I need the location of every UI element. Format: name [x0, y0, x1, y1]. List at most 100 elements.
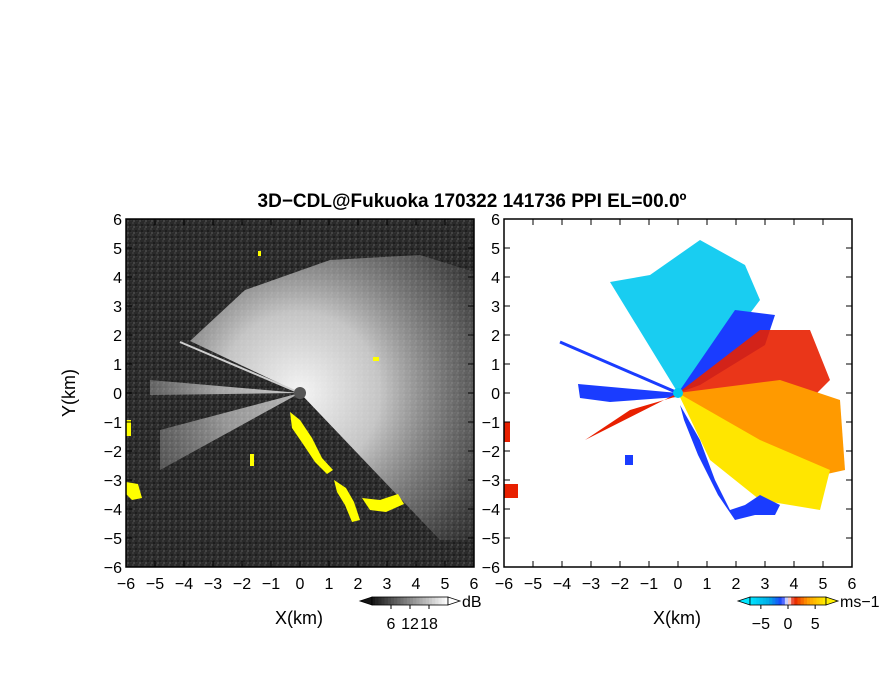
reflectivity-colorbar-swatch	[375, 597, 379, 605]
reflectivity-panel: −6 −5 −4 −3 −2 −1 0 1 2 3 4 5 6 −6 −5 −4 −3 −2 −1 0 1 2 3 4 5 6	[104, 212, 479, 593]
echo-sector-left	[150, 380, 300, 395]
reflectivity-colorbar-swatch	[435, 597, 439, 605]
echo-sector-lower	[160, 393, 300, 470]
reflectivity-colorbar-swatch	[403, 597, 408, 605]
reflectivity-colorbar-swatch	[410, 597, 414, 605]
velocity-colorbar-swatch	[819, 597, 824, 605]
reflectivity-colorbar-swatch	[444, 597, 449, 605]
velocity-xlabel: X(km)	[653, 608, 701, 628]
reflectivity-colorbar-swatch	[416, 597, 420, 605]
reflectivity-xtick-label: 5	[441, 576, 450, 593]
velocity-colorbar-swatch	[759, 597, 763, 605]
reflectivity-colorbar-unit: dB	[462, 594, 482, 611]
reflectivity-xlabel: X(km)	[275, 608, 323, 628]
velocity-xtick-label: −4	[553, 576, 571, 593]
flagged-echo-yellow	[126, 251, 404, 522]
velocity-ytick-label: −5	[482, 531, 500, 548]
echo-sector-main	[190, 255, 474, 540]
velocity-colorbar-swatch	[800, 597, 805, 605]
reflectivity-ylabel: Y(km)	[59, 369, 79, 417]
velocity-colorbar-unit: ms−1	[840, 594, 880, 611]
velocity-colorbar-swatch	[788, 597, 792, 605]
reflectivity-xtick-label: 1	[325, 576, 334, 593]
velocity-colorbar-swatch	[784, 597, 789, 605]
reflectivity-colorbar-arrow-low	[358, 596, 373, 606]
reflectivity-colorbar-swatch	[378, 597, 382, 605]
velocity-region-left-blue	[578, 384, 678, 402]
velocity-region-away	[678, 380, 845, 480]
reflectivity-xtick-label: −3	[204, 576, 222, 593]
reflectivity-ytick-label: 2	[113, 328, 122, 345]
radar-center	[294, 387, 306, 399]
reflectivity-ytick-label: −6	[104, 560, 122, 577]
velocity-colorbar-swatch	[775, 597, 779, 605]
reflectivity-colorbar: 6 12 18 dB	[358, 594, 482, 633]
velocity-region-lower-left	[585, 393, 678, 440]
velocity-colorbar-swatch	[772, 597, 776, 605]
reflectivity-colorbar-swatch	[438, 597, 442, 605]
velocity-ytick-label: 4	[491, 270, 500, 287]
velocity-colorbar-swatch	[816, 597, 820, 605]
reflectivity-xtick-label: −4	[175, 576, 193, 593]
reflectivity-colorbar-swatch	[413, 597, 417, 605]
velocity-colorbar-swatch	[750, 597, 754, 605]
reflectivity-colorbar-swatch	[400, 597, 404, 605]
velocity-ytick-label: −1	[482, 415, 500, 432]
reflectivity-colorbar-swatch	[397, 597, 401, 605]
reflectivity-colorbar-swatch	[425, 597, 430, 605]
reflectivity-colorbar-swatch	[394, 597, 398, 605]
reflectivity-colorbar-swatch	[372, 597, 376, 605]
reflectivity-colorbar-swatch	[429, 597, 433, 605]
velocity-colorbar-tick-label: −5	[752, 616, 770, 633]
velocity-ytick-label: 6	[491, 212, 500, 229]
velocity-colorbar-swatch	[813, 597, 817, 605]
reflectivity-colorbar-swatch	[381, 597, 385, 605]
velocity-ytick-label: 5	[491, 241, 500, 258]
velocity-xtick-label: 4	[790, 576, 799, 593]
velocity-radar-center	[673, 388, 683, 398]
velocity-colorbar-arrow-high	[825, 596, 840, 606]
reflectivity-ytick-label: 3	[113, 299, 122, 316]
velocity-colorbar-swatch	[753, 597, 757, 605]
reflectivity-colorbar-swatch	[441, 597, 446, 605]
reflectivity-xtick-label: 6	[470, 576, 479, 593]
reflectivity-xtick-label: 4	[412, 576, 421, 593]
velocity-ticks: −6 −5 −4 −3 −2 −1 0 1 2 3 4 5 6 −6 −5 −4 −3 −2 −1 0 1 2 3 4 5 6	[482, 212, 857, 593]
velocity-ytick-label: 3	[491, 299, 500, 316]
velocity-xtick-label: 3	[761, 576, 770, 593]
velocity-colorbar: −5 0 5 ms−1	[736, 594, 880, 633]
reflectivity-xtick-label: 0	[296, 576, 305, 593]
reflectivity-colorbar-tick-label: 6	[387, 616, 396, 633]
reflectivity-colorbar-swatch	[391, 597, 395, 605]
reflectivity-colorbar-swatch	[419, 597, 423, 605]
reflectivity-colorbar-swatch	[384, 597, 389, 605]
reflectivity-colorbar-swatch	[406, 597, 411, 605]
velocity-colorbar-swatch	[822, 597, 827, 605]
velocity-panel: −6 −5 −4 −3 −2 −1 0 1 2 3 4 5 6 −6 −5 −4 −3 −2 −1 0 1 2 3 4 5 6	[482, 212, 857, 593]
velocity-colorbar-swatch	[778, 597, 782, 605]
reflectivity-colorbar-tick-label: 18	[420, 616, 438, 633]
velocity-spoke	[559, 340, 679, 395]
velocity-xtick-label: 1	[703, 576, 712, 593]
velocity-region-bottom-edge	[680, 405, 780, 520]
velocity-ytick-label: 0	[491, 386, 500, 403]
velocity-colorbar-swatch	[810, 597, 814, 605]
reflectivity-ticks: −6 −5 −4 −3 −2 −1 0 1 2 3 4 5 6 −6 −5 −4 −3 −2 −1 0 1 2 3 4 5 6	[104, 212, 479, 593]
velocity-xtick-label: 0	[674, 576, 683, 593]
velocity-ytick-label: 2	[491, 328, 500, 345]
velocity-colorbar-tick-label: 5	[811, 616, 820, 633]
velocity-xtick-label: 6	[848, 576, 857, 593]
reflectivity-ytick-label: 1	[113, 357, 122, 374]
velocity-xtick-label: −1	[640, 576, 658, 593]
velocity-colorbar-swatch	[807, 597, 811, 605]
echo-spoke	[179, 341, 301, 394]
velocity-colorbar-swatch	[756, 597, 760, 605]
velocity-colorbar-swatch	[765, 597, 770, 605]
velocity-colorbar-swatch	[762, 597, 767, 605]
reflectivity-xtick-label: −1	[262, 576, 280, 593]
reflectivity-colorbar-swatch	[387, 597, 392, 605]
velocity-xtick-label: −2	[611, 576, 629, 593]
reflectivity-xtick-label: −6	[117, 576, 135, 593]
